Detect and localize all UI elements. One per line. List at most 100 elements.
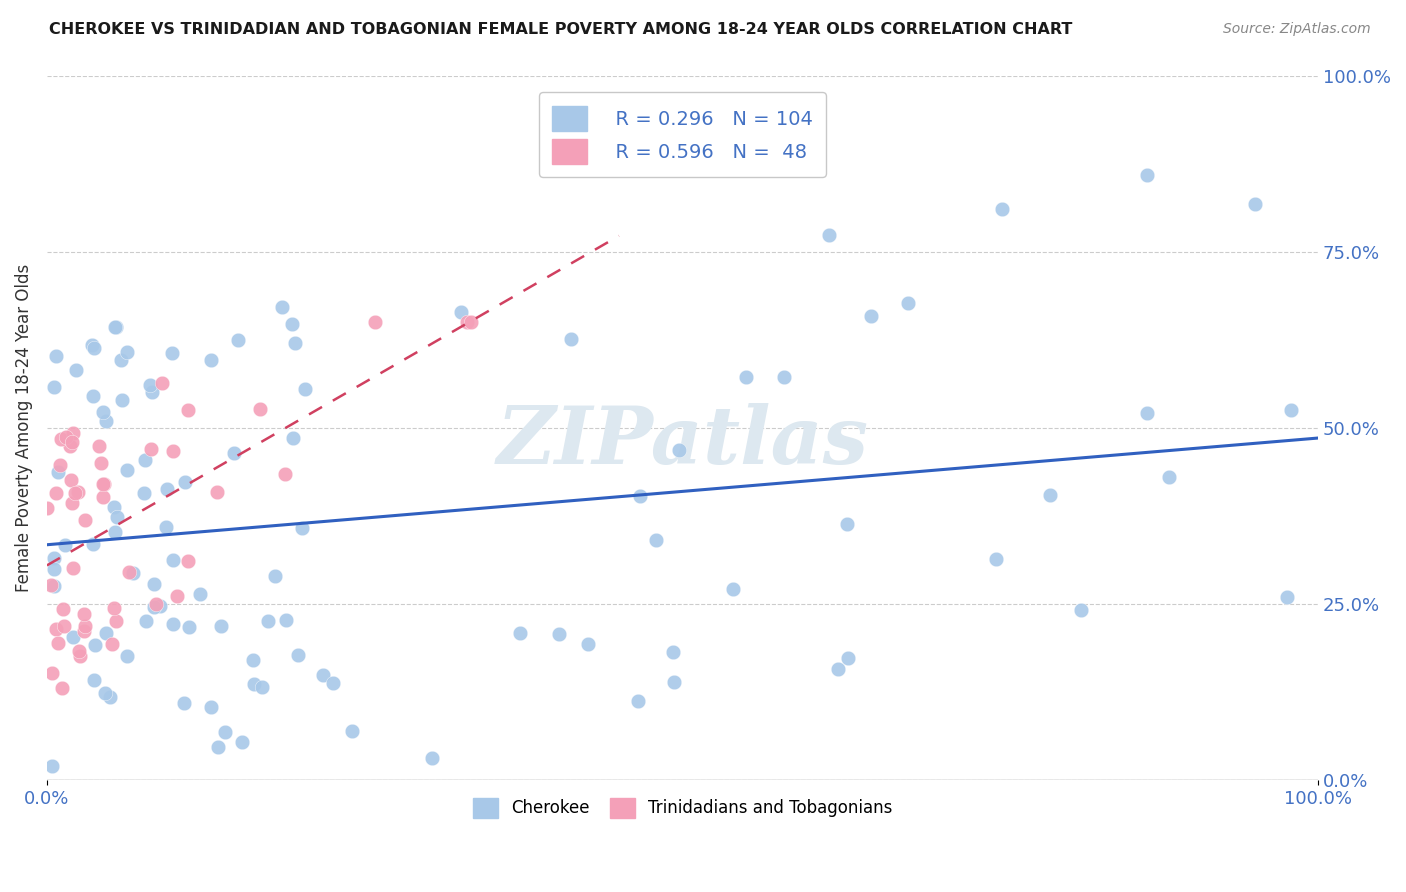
Point bbox=[173, 475, 195, 489]
Point bbox=[82, 338, 104, 352]
Point bbox=[284, 335, 307, 350]
Point bbox=[42, 579, 65, 593]
Point bbox=[177, 403, 200, 417]
Point bbox=[118, 565, 141, 579]
Point bbox=[179, 620, 201, 634]
Point bbox=[188, 587, 211, 601]
Point bbox=[152, 376, 174, 390]
Point bbox=[134, 453, 156, 467]
Point bbox=[200, 699, 222, 714]
Text: Source: ZipAtlas.com: Source: ZipAtlas.com bbox=[1223, 22, 1371, 37]
Point bbox=[145, 597, 167, 611]
Point bbox=[93, 477, 115, 491]
Point bbox=[668, 443, 690, 458]
Point bbox=[87, 439, 110, 453]
Point bbox=[645, 533, 668, 547]
Point bbox=[59, 473, 82, 487]
Point bbox=[67, 644, 90, 658]
Point bbox=[66, 485, 89, 500]
Point bbox=[817, 228, 839, 243]
Point bbox=[107, 510, 129, 524]
Point bbox=[772, 370, 794, 384]
Point bbox=[205, 484, 228, 499]
Point bbox=[101, 636, 124, 650]
Point bbox=[35, 501, 58, 516]
Point bbox=[166, 589, 188, 603]
Point bbox=[110, 353, 132, 368]
Point bbox=[62, 630, 84, 644]
Point bbox=[827, 662, 849, 676]
Point bbox=[1070, 603, 1092, 617]
Point bbox=[214, 724, 236, 739]
Point bbox=[160, 346, 183, 360]
Point bbox=[1136, 168, 1159, 182]
Point bbox=[291, 521, 314, 535]
Point bbox=[209, 619, 232, 633]
Point bbox=[75, 619, 97, 633]
Point bbox=[42, 561, 65, 575]
Point bbox=[322, 675, 344, 690]
Point bbox=[135, 614, 157, 628]
Point bbox=[139, 378, 162, 392]
Point bbox=[456, 315, 478, 329]
Point bbox=[142, 577, 165, 591]
Point bbox=[94, 625, 117, 640]
Point bbox=[200, 353, 222, 368]
Point bbox=[132, 485, 155, 500]
Point bbox=[364, 315, 387, 329]
Point bbox=[111, 393, 134, 408]
Point bbox=[45, 623, 67, 637]
Point bbox=[104, 319, 127, 334]
Point bbox=[41, 665, 63, 680]
Point bbox=[82, 389, 104, 403]
Point bbox=[73, 624, 96, 639]
Point bbox=[91, 405, 114, 419]
Point bbox=[91, 490, 114, 504]
Point bbox=[103, 600, 125, 615]
Point bbox=[224, 445, 246, 459]
Point bbox=[1039, 488, 1062, 502]
Point bbox=[115, 463, 138, 477]
Point bbox=[250, 680, 273, 694]
Point bbox=[162, 444, 184, 458]
Point bbox=[162, 553, 184, 567]
Point bbox=[576, 637, 599, 651]
Point bbox=[509, 625, 531, 640]
Point bbox=[141, 384, 163, 399]
Point bbox=[628, 490, 651, 504]
Point bbox=[460, 315, 482, 329]
Point bbox=[105, 614, 128, 628]
Point bbox=[420, 751, 443, 765]
Point bbox=[62, 434, 84, 449]
Point bbox=[139, 442, 162, 456]
Point bbox=[274, 613, 297, 627]
Point bbox=[1159, 470, 1181, 484]
Point bbox=[243, 677, 266, 691]
Point bbox=[271, 300, 294, 314]
Point bbox=[226, 333, 249, 347]
Point bbox=[55, 430, 77, 444]
Point bbox=[63, 485, 86, 500]
Point bbox=[984, 552, 1007, 566]
Point bbox=[177, 553, 200, 567]
Point bbox=[280, 317, 302, 331]
Point bbox=[83, 341, 105, 355]
Y-axis label: Female Poverty Among 18-24 Year Olds: Female Poverty Among 18-24 Year Olds bbox=[15, 264, 32, 592]
Point bbox=[311, 667, 333, 681]
Point bbox=[143, 600, 166, 615]
Point bbox=[62, 425, 84, 440]
Point bbox=[83, 639, 105, 653]
Point bbox=[1279, 402, 1302, 417]
Point bbox=[59, 439, 82, 453]
Point bbox=[98, 690, 121, 705]
Point bbox=[49, 458, 72, 473]
Point bbox=[90, 456, 112, 470]
Point bbox=[51, 681, 73, 696]
Legend: Cherokee, Trinidadians and Tobagonians: Cherokee, Trinidadians and Tobagonians bbox=[465, 791, 898, 825]
Text: CHEROKEE VS TRINIDADIAN AND TOBAGONIAN FEMALE POVERTY AMONG 18-24 YEAR OLDS CORR: CHEROKEE VS TRINIDADIAN AND TOBAGONIAN F… bbox=[49, 22, 1073, 37]
Point bbox=[155, 520, 177, 534]
Point bbox=[65, 363, 87, 377]
Point bbox=[53, 619, 76, 633]
Point bbox=[94, 686, 117, 700]
Point bbox=[42, 379, 65, 393]
